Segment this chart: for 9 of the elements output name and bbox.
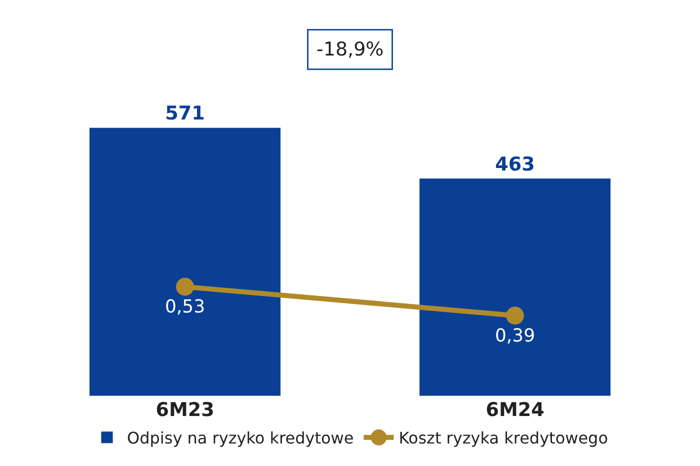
legend-label: Koszt ryzyka kredytowego — [398, 428, 608, 448]
data-label: 0,53 — [164, 296, 206, 318]
x-tick-label: 6M23 — [156, 399, 214, 421]
data-label: 463 — [495, 153, 535, 176]
data-label: 0,39 — [494, 325, 536, 346]
data-label: 571 — [165, 102, 205, 125]
legend-label: Odpisy na ryzyko kredytowe — [127, 428, 354, 448]
text: -18,9% — [316, 38, 384, 60]
x-tick-label: 6M24 — [486, 399, 544, 421]
